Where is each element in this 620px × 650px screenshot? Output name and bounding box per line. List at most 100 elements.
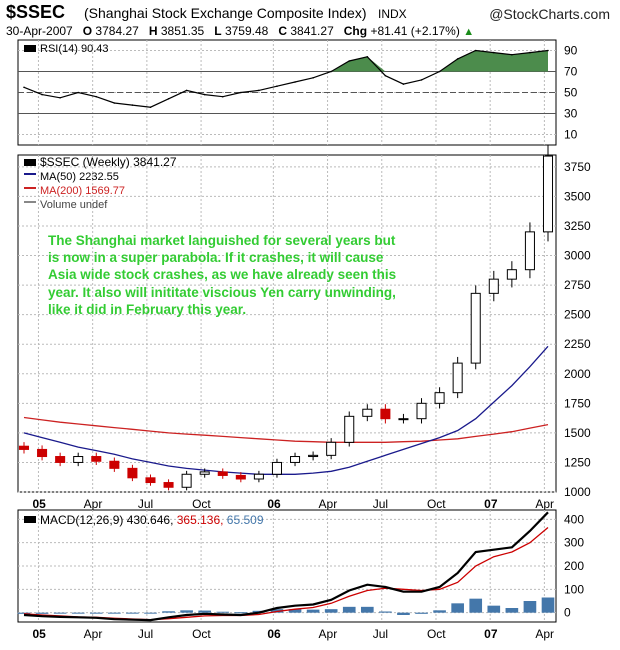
rsi-point-1 [41, 93, 43, 96]
rsi-point-11 [221, 95, 224, 98]
candle-body-15 [290, 456, 301, 463]
rsi-ytick-10: 10 [564, 128, 578, 142]
quote-date: 30-Apr-2007 [6, 24, 73, 38]
rsi-point-15 [294, 81, 296, 83]
price-xtick-7: Oct [427, 497, 446, 511]
price-xtick-8: 07 [484, 497, 498, 511]
price-legend-3: Volume undef [40, 199, 108, 211]
macd-xtick-1: Apr [84, 627, 103, 641]
macd-hist-bar-24 [451, 603, 464, 613]
rsi-point-27 [511, 53, 513, 56]
price-legend-swatch-3 [24, 201, 36, 203]
macd-hist-bar-19 [360, 606, 374, 613]
macd-hist-bar-17 [324, 609, 338, 613]
price-ytick-3250: 3250 [564, 219, 591, 233]
rsi-point-25 [474, 49, 477, 52]
candle-body-28 [524, 231, 535, 271]
rsi-point-0 [23, 86, 25, 89]
price-legend-1: MA(50) 2232.55 [40, 171, 119, 183]
change-label: Chg [343, 24, 368, 38]
price-ytick-3000: 3000 [564, 249, 591, 263]
rsi-point-13 [258, 89, 260, 92]
low-value: 3759.48 [224, 24, 269, 38]
open-value: 3784.27 [95, 24, 139, 38]
candle-body-26 [488, 278, 499, 294]
macd-hist-bar-18 [342, 606, 356, 613]
candle-body-23 [434, 392, 445, 404]
macd-hist-bar-5 [108, 612, 121, 614]
candle-body-13 [253, 473, 264, 480]
candle-body-20 [380, 408, 391, 420]
macd-hist-bar-21 [397, 612, 410, 615]
macd-hist-bar-3 [71, 612, 85, 614]
price-xtick-3: Oct [192, 497, 211, 511]
rsi-point-9 [185, 89, 188, 92]
close-value: 3841.27 [290, 24, 334, 38]
rsi-point-26 [492, 51, 495, 54]
macd-legend: MACD(12,26,9) 430.646, 365.136, 65.509 [40, 513, 264, 527]
brand-logo[interactable]: @StockCharts.com [489, 6, 610, 22]
price-xtick-2: Jul [138, 497, 153, 511]
rsi-point-28 [529, 51, 531, 54]
price-ytick-1250: 1250 [564, 455, 591, 469]
price-legend-0: $SSEC (Weekly) 3841.27 [40, 155, 177, 169]
rsi-point-5 [113, 102, 116, 104]
rsi-overbought-fill [24, 50, 548, 72]
rsi-ytick-90: 90 [564, 44, 578, 58]
high-label: H [148, 24, 158, 38]
change-value: +81.41 (+2.17%) [370, 24, 460, 38]
macd-hist-bar-10 [198, 610, 212, 613]
rsi-point-22 [420, 79, 423, 81]
macd-hist-bar-27 [505, 608, 519, 613]
macd-hist-bar-29 [541, 597, 555, 613]
price-ytick-2000: 2000 [564, 367, 591, 381]
candle-body-0 [18, 445, 30, 450]
macd-ytick-100: 100 [564, 582, 584, 596]
candle-body-24 [452, 362, 463, 394]
rsi-point-8 [167, 98, 170, 100]
candle-body-19 [362, 408, 373, 417]
macd-ytick-0: 0 [564, 606, 571, 620]
rsi-point-20 [384, 74, 387, 77]
candle-body-2 [55, 456, 66, 463]
price-ytick-2500: 2500 [564, 308, 591, 322]
rsi-point-12 [240, 91, 242, 94]
rsi-line [23, 49, 549, 108]
rsi-point-24 [456, 58, 459, 60]
price-ytick-2750: 2750 [564, 278, 591, 292]
rsi-legend-swatch [24, 45, 36, 52]
macd-hist-bar-0 [17, 612, 31, 614]
macd-xtick-5: Apr [319, 627, 338, 641]
macd-legend-swatch [24, 516, 36, 523]
rsi-point-2 [59, 96, 61, 99]
price-xtick-1: Apr [84, 497, 103, 511]
rsi-ytick-50: 50 [564, 86, 578, 100]
ma50-line [23, 345, 549, 475]
macd-xtick-4: 06 [267, 627, 281, 641]
candle-body-9 [181, 473, 192, 488]
candle-body-14 [271, 461, 282, 475]
quote-line: 30-Apr-2007 O 3784.27 H 3851.35 L 3759.4… [6, 24, 614, 38]
macd-xtick-2: Jul [138, 627, 153, 641]
macd-xtick-8: 07 [484, 627, 498, 641]
macd-hist-bar-12 [234, 612, 248, 614]
ma200-line [23, 416, 549, 443]
macd-hist-bar-23 [433, 610, 446, 613]
macd-hist-bar-22 [415, 612, 428, 614]
close-label: C [278, 24, 288, 38]
macd-hist-bar-6 [126, 612, 139, 614]
annotation-text: The Shanghai market languished for sever… [48, 233, 397, 317]
price-ytick-3750: 3750 [564, 160, 591, 174]
price-xtick-5: Apr [319, 497, 338, 511]
price-ytick-1000: 1000 [564, 485, 591, 499]
macd-ytick-400: 400 [564, 512, 584, 526]
candle-body-16 [308, 454, 319, 458]
macd-hist-bar-20 [379, 611, 392, 613]
candle-body-8 [163, 482, 174, 488]
open-label: O [82, 24, 93, 38]
price-xtick-6: Jul [373, 497, 388, 511]
macd-ytick-300: 300 [564, 536, 584, 550]
candle-body-4 [91, 456, 102, 462]
candle-body-25 [470, 292, 481, 364]
